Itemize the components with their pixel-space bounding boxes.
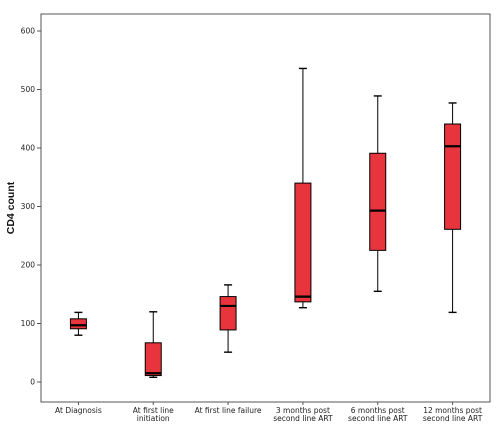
box-6 xyxy=(444,102,462,314)
x-tick-label: second line ART xyxy=(348,414,408,423)
box-4 xyxy=(294,67,312,309)
box-series xyxy=(69,67,462,379)
x-tick-label: second line ART xyxy=(273,414,333,423)
x-tick-label: 12 months post xyxy=(423,406,482,415)
box-5 xyxy=(369,95,387,293)
y-axis: 0 100 200 300 400 500 600 xyxy=(21,27,41,387)
y-tick-label: 0 xyxy=(30,378,35,387)
iqr-box xyxy=(294,182,312,303)
y-axis-title: CD4 count xyxy=(5,181,17,234)
iqr-box xyxy=(219,296,237,331)
iqr-box xyxy=(144,342,162,377)
x-tick-label: second line ART xyxy=(423,414,483,423)
x-tick-label: 6 months post xyxy=(351,406,405,415)
x-tick-label: At first line failure xyxy=(195,406,262,415)
y-tick-label: 300 xyxy=(21,202,36,211)
box-1 xyxy=(69,311,87,336)
plot-frame xyxy=(40,13,491,403)
x-tick-label: initiation xyxy=(137,414,170,423)
iqr-box xyxy=(69,318,87,330)
x-tick-label: 3 months post xyxy=(276,406,330,415)
iqr-box xyxy=(369,152,387,251)
iqr-box xyxy=(444,123,462,230)
box-3 xyxy=(219,284,237,353)
box-2 xyxy=(144,311,162,379)
y-tick-label: 600 xyxy=(21,27,36,36)
y-tick-label: 100 xyxy=(21,319,36,328)
x-tick-label: At first line xyxy=(133,406,174,415)
y-tick-label: 400 xyxy=(21,144,36,153)
x-tick-label: At Diagnosis xyxy=(55,406,102,415)
y-tick-label: 200 xyxy=(21,261,36,270)
y-tick-label: 500 xyxy=(21,85,36,94)
